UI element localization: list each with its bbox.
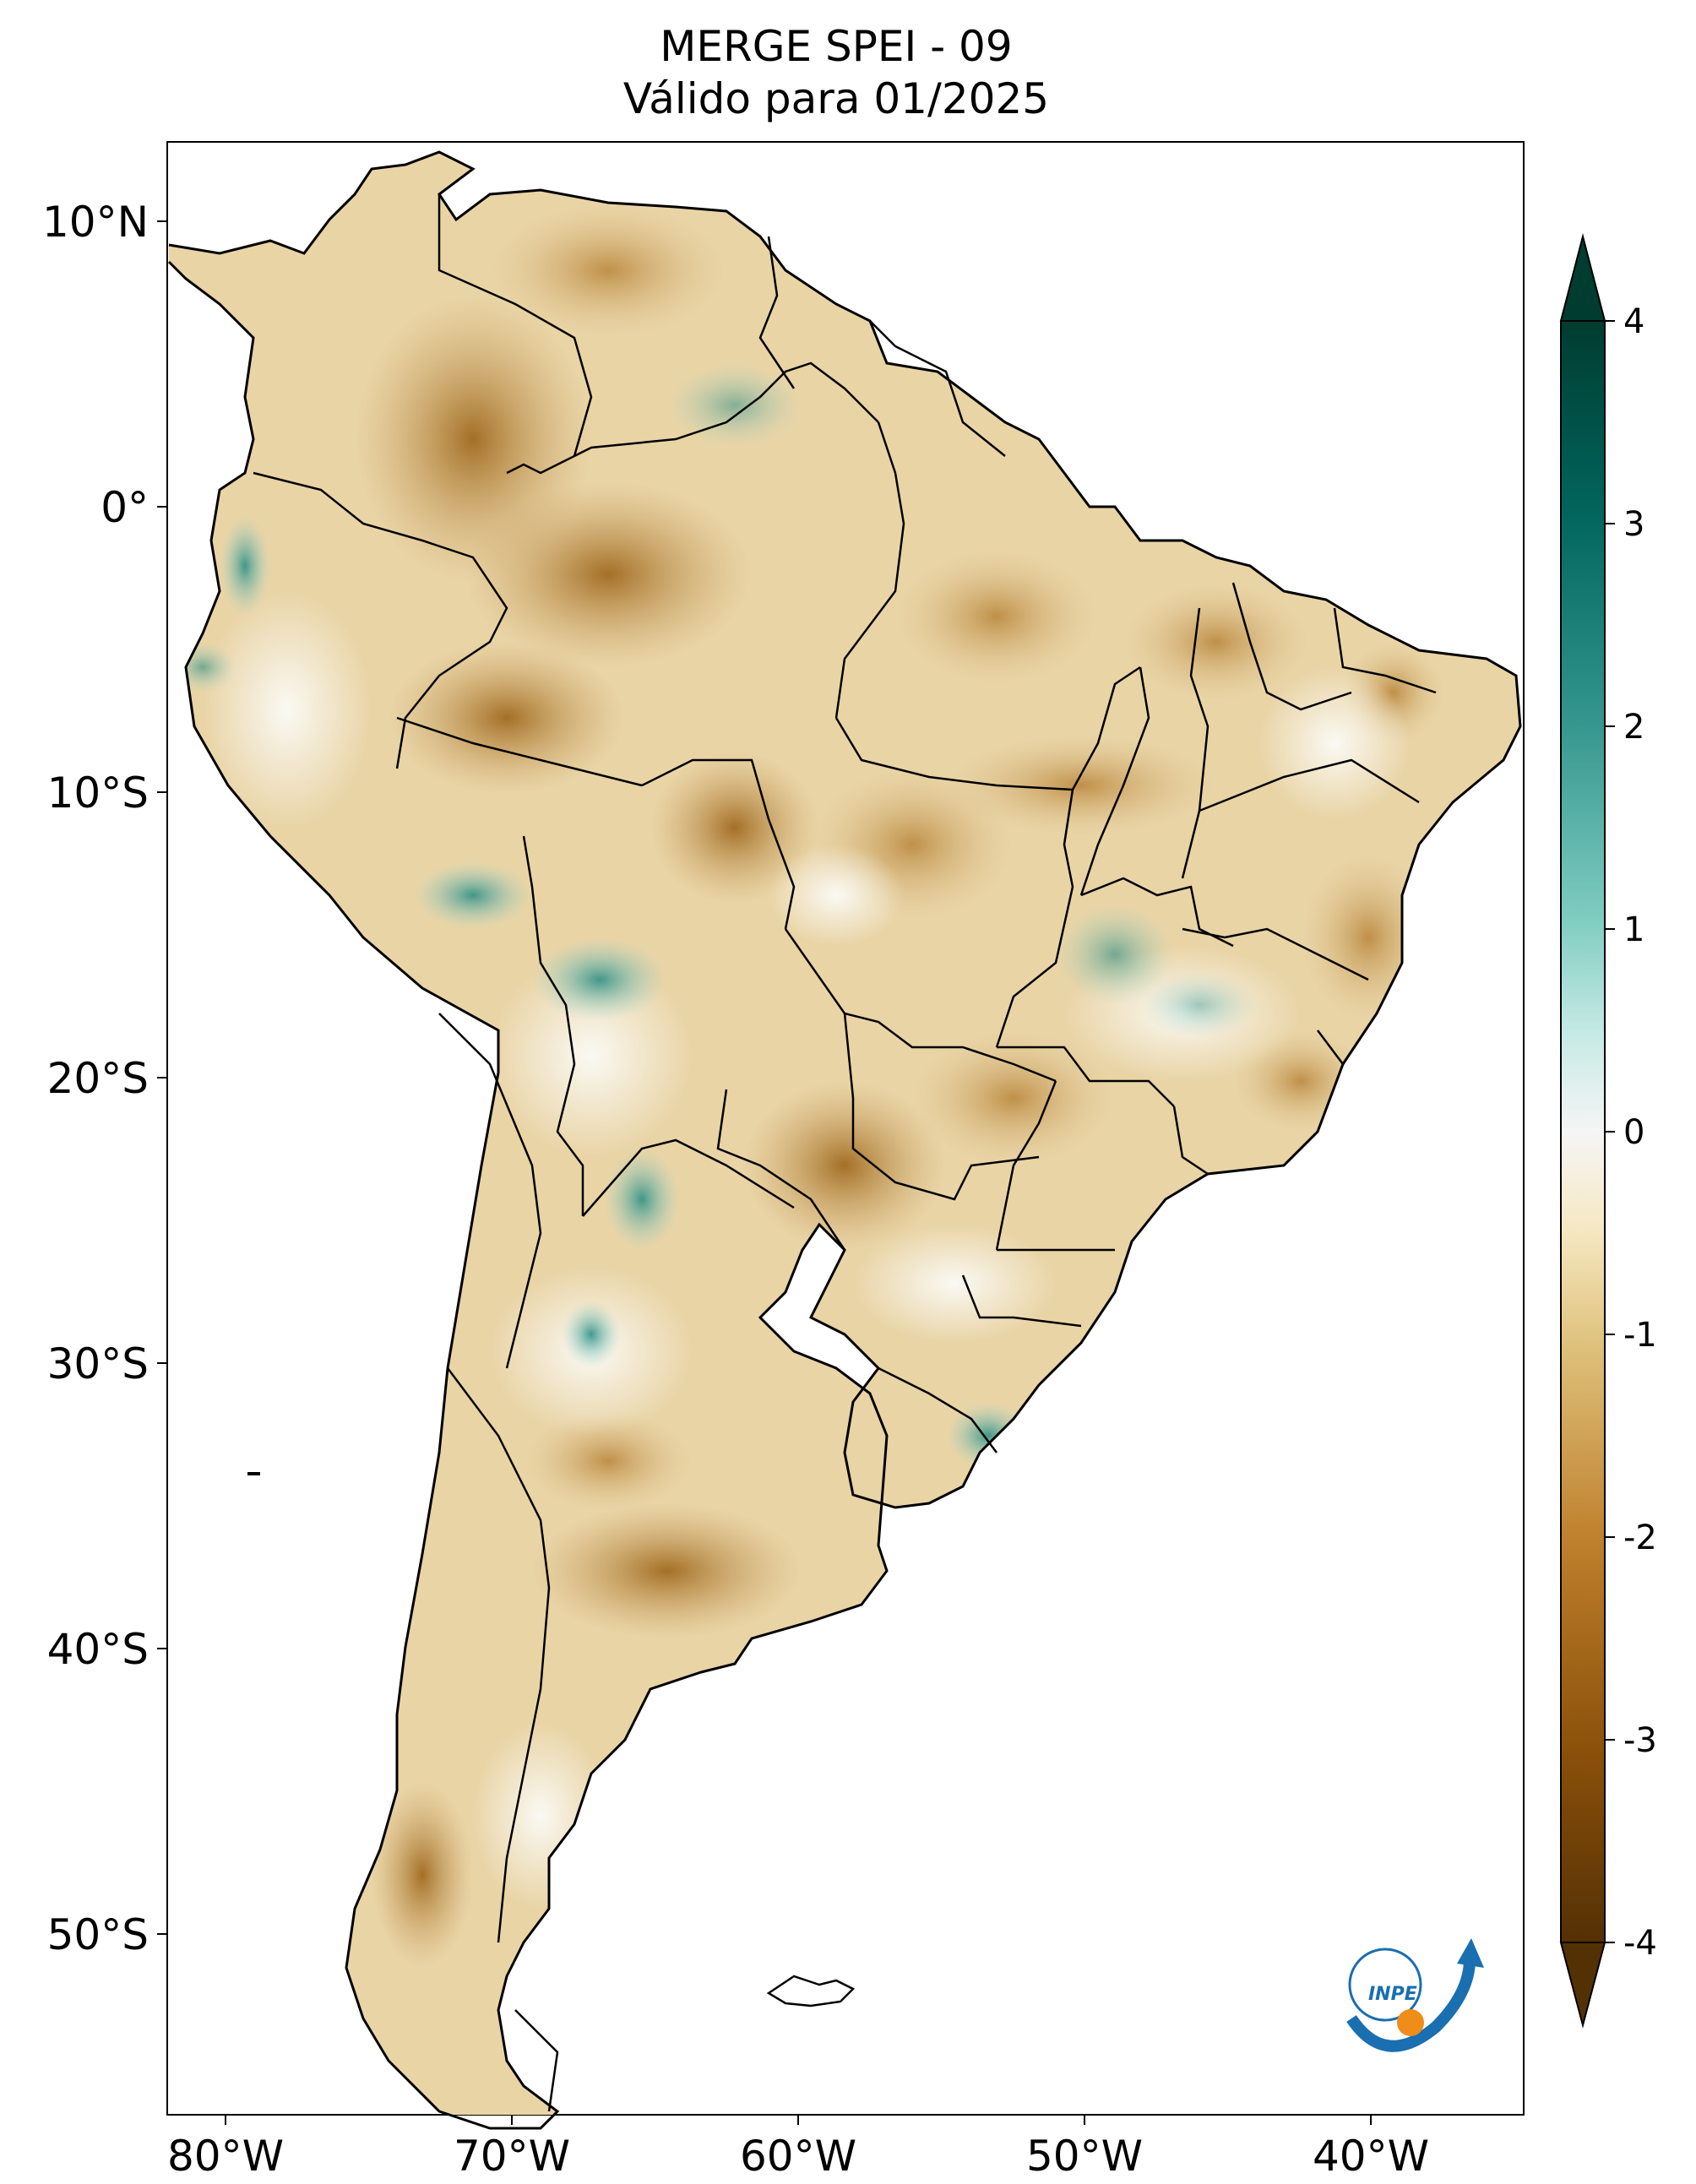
lon-ticks: 80°W 70°W 60°W 50°W 40°W: [167, 2115, 1429, 2181]
colorbar-tick-label: 0: [1623, 1113, 1644, 1152]
colorbar-gradient: [1560, 320, 1606, 1943]
borders: [253, 194, 1437, 2112]
lat-tick-label: 40°S: [47, 1625, 149, 1674]
colorbar-tick-label: 4: [1623, 302, 1644, 341]
colorbar-top-arrow: [1559, 233, 1606, 322]
lat-tick-label: 50°S: [47, 1910, 149, 1959]
lat-tick-label: 20°S: [47, 1054, 149, 1103]
colorbar-tick-label: -4: [1623, 1924, 1657, 1963]
colorbar-bottom-arrow: [1559, 1942, 1606, 2029]
map-title: MERGE SPEI - 09 Válido para 01/2025: [0, 20, 1672, 125]
colorbar-tick-label: -3: [1623, 1721, 1657, 1760]
colorbar-tick-label: 2: [1623, 708, 1644, 747]
lon-tick-label: 60°W: [740, 2132, 856, 2181]
title-line-1: MERGE SPEI - 09: [660, 22, 1013, 71]
lat-tick-label: 0°: [101, 483, 149, 532]
lon-tick-label: 40°W: [1313, 2132, 1429, 2181]
colorbar: 4 3 2 1 0 -1 -2 -3 -4: [1559, 233, 1657, 2029]
title-line-2: Válido para 01/2025: [622, 74, 1050, 123]
lon-tick-label: 80°W: [167, 2132, 284, 2181]
inpe-logo: INPE: [1346, 1938, 1484, 2052]
lon-tick-label: 70°W: [454, 2132, 570, 2181]
inpe-logo-text: INPE: [1368, 1984, 1417, 2005]
lat-tick-label: 10°N: [42, 198, 149, 247]
lat-tick-label: 30°S: [47, 1339, 149, 1388]
colorbar-tick-label: -1: [1623, 1316, 1657, 1355]
colorbar-tick-label: 3: [1623, 505, 1644, 544]
falkland-islands: [766, 1975, 856, 2007]
lat-ticks: 10°N 0° 10°S 20°S 30°S 40°S 50°S: [42, 198, 167, 1959]
coastline: [167, 150, 1522, 2130]
lon-tick-label: 50°W: [1026, 2132, 1143, 2181]
lat-tick-label: 10°S: [47, 769, 149, 818]
colorbar-tick-label: -2: [1623, 1518, 1657, 1557]
colorbar-tick-label: 1: [1623, 910, 1644, 949]
